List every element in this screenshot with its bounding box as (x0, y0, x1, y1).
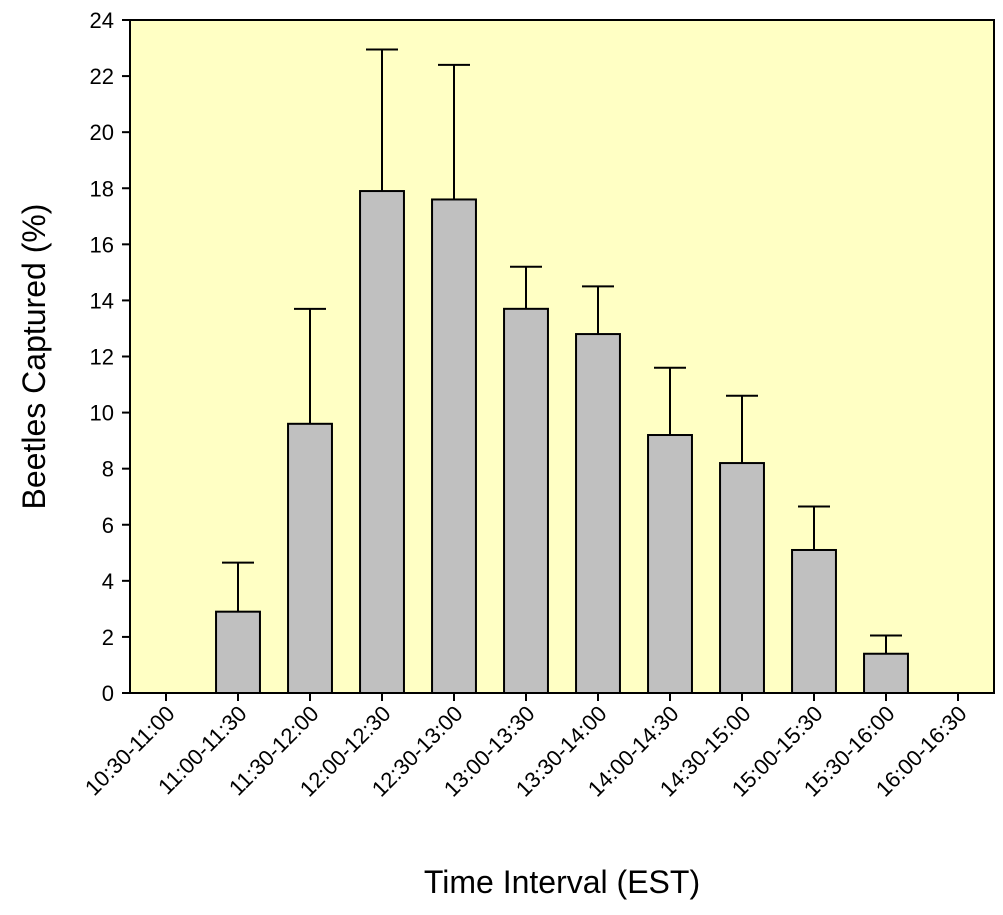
y-tick-label-24: 24 (90, 8, 114, 33)
y-tick-label-16: 16 (90, 232, 114, 257)
x-axis: 10:30-11:0011:00-11:3011:30-12:0012:00-1… (80, 693, 972, 802)
bar-4 (431, 198, 477, 694)
y-tick-label-12: 12 (90, 345, 114, 370)
bar-8 (719, 462, 765, 694)
bar-10 (863, 652, 909, 694)
y-tick-label-6: 6 (102, 513, 114, 538)
y-tick-label-20: 20 (90, 120, 114, 145)
y-tick-label-8: 8 (102, 457, 114, 482)
error-bars-group (222, 48, 902, 654)
plot-area (129, 19, 995, 694)
y-tick-label-0: 0 (102, 681, 114, 706)
bar-7 (647, 434, 693, 694)
bar-2 (287, 422, 333, 694)
y-tick-label-2: 2 (102, 625, 114, 650)
bar-3 (359, 190, 405, 694)
bar-6 (575, 333, 621, 694)
bar-9 (791, 548, 837, 694)
bar-1 (215, 610, 261, 694)
y-tick-label-10: 10 (90, 401, 114, 426)
y-tick-label-22: 22 (90, 64, 114, 89)
y-axis-title: Beetles Captured (%) (16, 204, 52, 510)
y-tick-label-4: 4 (102, 569, 114, 594)
y-tick-label-14: 14 (90, 288, 114, 313)
x-axis-title: Time Interval (EST) (424, 864, 700, 900)
y-tick-label-18: 18 (90, 176, 114, 201)
bar-5 (503, 307, 549, 694)
